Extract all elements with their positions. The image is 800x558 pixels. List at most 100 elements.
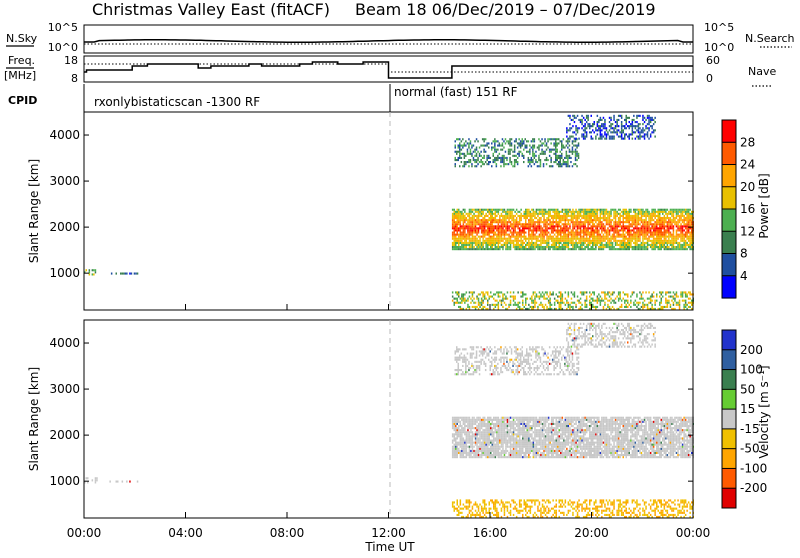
echo-cell (527, 238, 529, 240)
echo-cell (501, 236, 503, 238)
echo-cell (600, 296, 602, 298)
echo-cell (583, 221, 585, 223)
echo-cell (612, 236, 614, 238)
echo-cell (571, 136, 573, 138)
echo-cell (621, 138, 623, 140)
echo-cell (495, 452, 497, 454)
echo-cell (621, 300, 623, 302)
echo-cell (654, 209, 656, 211)
echo-cell (473, 450, 475, 452)
echo-cell (647, 123, 649, 125)
echo-cell (612, 248, 614, 250)
echo-cell (594, 213, 596, 215)
echo-cell (457, 219, 459, 221)
echo-cell (498, 291, 500, 293)
nsearch-label: N.Search (745, 32, 795, 45)
echo-cell (455, 223, 457, 225)
echo-cell (486, 155, 488, 157)
echo-cell (562, 229, 564, 231)
echo-cell (548, 217, 550, 219)
echo-cell (606, 217, 608, 219)
echo-cell (539, 225, 541, 227)
echo-cell (479, 454, 481, 456)
echo-cell (471, 147, 473, 149)
echo-cell (667, 232, 669, 234)
echo-cell (95, 269, 97, 271)
echo-cell (565, 221, 567, 223)
echo-cell (505, 442, 507, 444)
echo-cell (479, 435, 481, 437)
echo-cell (615, 221, 617, 223)
echo-cell (499, 456, 501, 458)
echo-cell (594, 248, 596, 250)
echo-cell (651, 131, 653, 133)
echo-cell (467, 238, 469, 240)
echo-cell (556, 229, 558, 231)
echo-cell (601, 133, 603, 135)
echo-cell (490, 238, 492, 240)
echo-cell (519, 215, 521, 217)
echo-cell (484, 225, 486, 227)
echo-cell (500, 159, 502, 161)
echo-cell (691, 248, 693, 250)
echo-cell (667, 302, 669, 304)
echo-cell (682, 236, 684, 238)
echo-cell (476, 229, 478, 231)
echo-cell (562, 215, 564, 217)
echo-cell (489, 209, 491, 211)
echo-cell (527, 223, 529, 225)
echo-cell (467, 427, 469, 429)
echo-cell (583, 242, 585, 244)
echo-cell (463, 456, 465, 458)
echo-cell (624, 293, 626, 295)
echo-cell (485, 431, 487, 433)
echo-cell (670, 291, 672, 293)
echo-cell (514, 227, 516, 229)
echo-cell (490, 246, 492, 248)
echo-cell (525, 300, 527, 302)
echo-cell (581, 293, 583, 295)
echo-cell (511, 444, 513, 446)
echo-cell (648, 117, 650, 119)
echo-cell (552, 238, 554, 240)
echo-cell (616, 244, 618, 246)
echo-cell (671, 240, 673, 242)
echo-cell (472, 450, 474, 452)
echo-cell (542, 304, 544, 306)
echo-cell (586, 215, 588, 217)
echo-cell (659, 238, 661, 240)
echo-cell (460, 435, 462, 437)
echo-cell (621, 229, 623, 231)
echo-cell (498, 244, 500, 246)
echo-cell (516, 223, 518, 225)
echo-cell (487, 227, 489, 229)
echo-cell (543, 242, 545, 244)
echo-cell (490, 296, 492, 298)
echo-cell (581, 223, 583, 225)
echo-cell (654, 246, 656, 248)
echo-cell (552, 293, 554, 295)
echo-cell (476, 440, 478, 442)
echo-cell (454, 248, 456, 250)
echo-cell (509, 145, 511, 147)
echo-cell (581, 123, 583, 125)
echo-cell (470, 246, 472, 248)
echo-cell (496, 444, 498, 446)
echo-cell (581, 248, 583, 250)
echo-cell (468, 159, 470, 161)
echo-cell (482, 213, 484, 215)
echo-cell (525, 236, 527, 238)
echo-cell (505, 142, 507, 144)
echo-cell (500, 149, 502, 151)
echo-cell (502, 423, 504, 425)
echo-cell (516, 450, 518, 452)
echo-cell (546, 236, 548, 238)
echo-cell (502, 429, 504, 431)
echo-cell (505, 151, 507, 153)
echo-cell (476, 221, 478, 223)
echo-cell (540, 153, 542, 155)
echo-cell (520, 234, 522, 236)
echo-cell (565, 304, 567, 306)
echo-cell (504, 440, 506, 442)
echo-cell (654, 129, 656, 131)
